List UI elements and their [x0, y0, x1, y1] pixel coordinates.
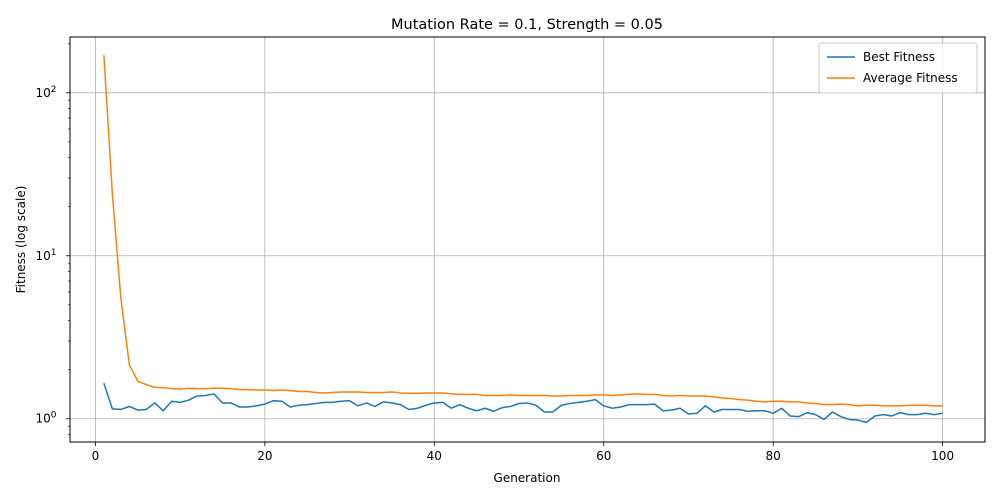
series-layer: [103, 55, 943, 424]
x-axis-label: Generation: [494, 471, 561, 485]
y-tick-label: 102: [35, 85, 56, 100]
x-axis: 0 20 40 60 80 100: [92, 442, 954, 463]
series-line-1: [103, 383, 943, 424]
x-tick-label: 100: [931, 449, 954, 463]
y-tick-label: 101: [35, 248, 56, 263]
y-axis-label: Fitness (log scale): [14, 186, 28, 294]
x-tick-label: 0: [92, 449, 100, 463]
legend-label: Best Fitness: [863, 50, 935, 64]
x-tick-label: 80: [766, 449, 781, 463]
x-tick-label: 20: [257, 449, 272, 463]
legend: Best Fitness Average Fitness: [818, 42, 978, 94]
legend-box: [818, 42, 978, 94]
series-line-2: [103, 55, 943, 407]
plot-area: [69, 36, 986, 443]
y-tick-label: 100: [35, 411, 56, 426]
legend-label: Average Fitness: [863, 71, 958, 85]
y-axis: 100 101 102: [35, 43, 70, 435]
chart-title: Mutation Rate = 0.1, Strength = 0.05: [391, 17, 663, 33]
x-tick-label: 60: [596, 449, 611, 463]
x-tick-label: 40: [427, 449, 442, 463]
